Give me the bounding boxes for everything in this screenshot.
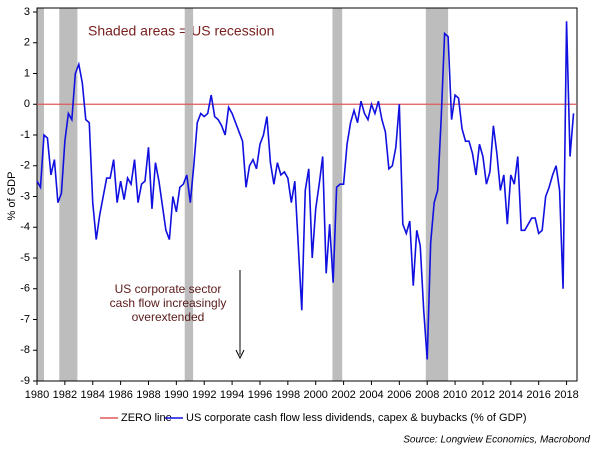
y-tick-label: -6 [20, 283, 30, 295]
x-tick-label: 1986 [108, 389, 132, 401]
data-line [36, 21, 575, 360]
y-tick-label: 0 [24, 98, 30, 110]
x-tick-label: 1984 [80, 389, 104, 401]
recession-band [37, 8, 44, 381]
x-tick-label: 1990 [164, 389, 188, 401]
y-axis-label: % of GDP [6, 172, 18, 221]
x-tick-label: 2010 [443, 389, 467, 401]
x-tick-label: 1982 [53, 389, 77, 401]
legend-label: US corporate cash flow less dividends, c… [186, 412, 527, 424]
y-tick-label: -3 [20, 190, 30, 202]
y-tick-label: -4 [20, 221, 30, 233]
y-tick-label: -7 [20, 313, 30, 325]
annotation: Shaded areas = US recession [88, 23, 274, 39]
recession-band [332, 8, 343, 381]
y-tick-label: 1 [24, 67, 30, 79]
x-tick-label: 2004 [359, 389, 383, 401]
y-tick-label: -9 [20, 375, 30, 387]
callout-arrowhead [235, 349, 245, 360]
x-tick-label: 2014 [499, 389, 523, 401]
x-tick-label: 1994 [220, 389, 244, 401]
recession-band [59, 8, 78, 381]
x-tick-label: 2018 [554, 389, 578, 401]
x-tick-label: 1996 [248, 389, 272, 401]
legend-label: ZERO line [121, 412, 172, 424]
callout-line: cash flow increasingly [110, 296, 227, 310]
x-tick-label: 1980 [25, 389, 49, 401]
x-tick-label: 1992 [192, 389, 216, 401]
y-tick-label: 2 [24, 37, 30, 49]
x-tick-label: 2012 [471, 389, 495, 401]
x-tick-label: 2002 [331, 389, 355, 401]
y-tick-label: -8 [20, 344, 30, 356]
y-tick-label: -2 [20, 160, 30, 172]
x-tick-label: 1998 [276, 389, 300, 401]
callout-line: overextended [132, 310, 205, 324]
plot-frame [36, 7, 578, 382]
source: Source: Longview Economics, Macrobond [403, 435, 590, 446]
x-tick-label: 2000 [303, 389, 327, 401]
x-tick-label: 1988 [136, 389, 160, 401]
callout-line: US corporate sector [115, 282, 222, 296]
y-tick-label: 3 [24, 6, 30, 18]
y-tick-label: -5 [20, 252, 30, 264]
y-tick-label: -1 [20, 129, 30, 141]
x-tick-label: 2008 [415, 389, 439, 401]
x-tick-label: 2016 [526, 389, 550, 401]
x-tick-label: 2006 [387, 389, 411, 401]
